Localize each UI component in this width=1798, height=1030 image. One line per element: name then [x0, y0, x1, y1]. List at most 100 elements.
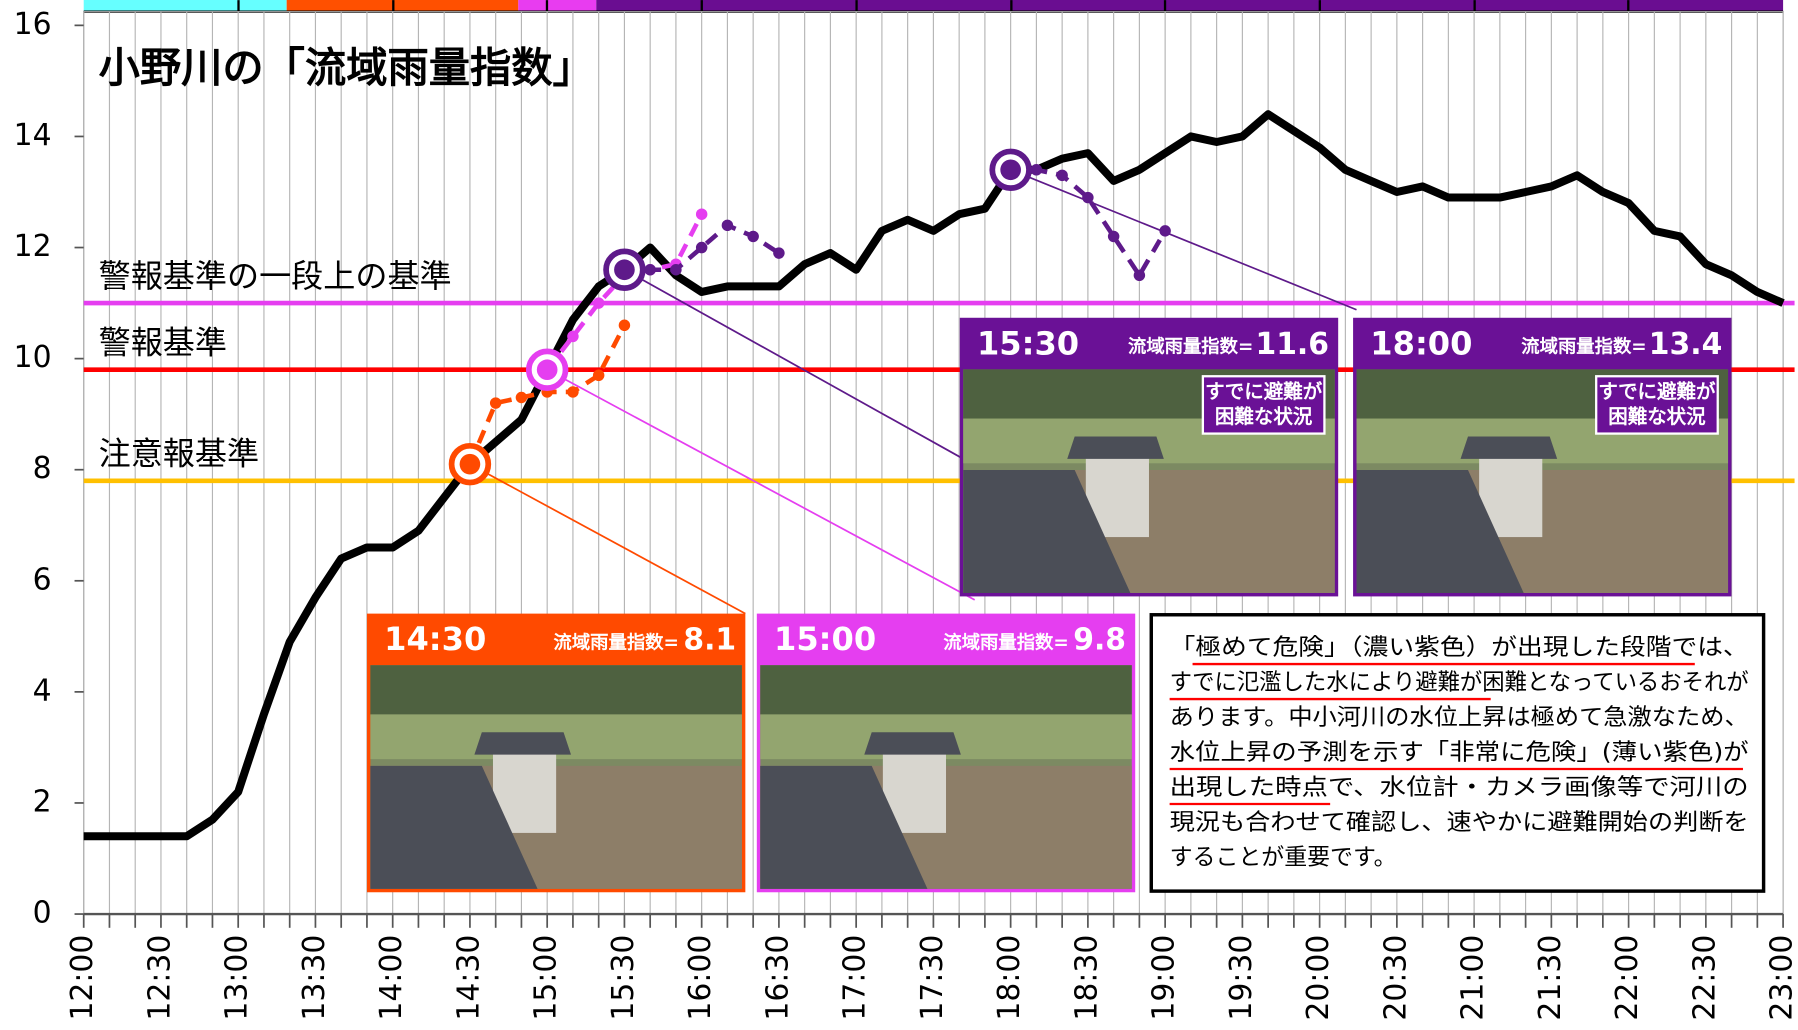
level-segment: [286, 0, 519, 12]
x-tick-label: 18:00: [992, 935, 1027, 1021]
x-tick-label: 20:30: [1378, 935, 1413, 1021]
panel-value: 9.8: [1073, 623, 1126, 658]
x-tick-label: 12:30: [142, 935, 177, 1021]
highlight-dot: [459, 453, 481, 475]
x-tick-label: 13:00: [220, 935, 255, 1021]
panel-label: 流域雨量指数=: [943, 631, 1068, 653]
badge: [1201, 375, 1326, 435]
forecast-point: [567, 330, 579, 343]
note-line: 水位上昇の予測を示す「非常に危険」(薄い紫色)が: [1170, 739, 1749, 765]
note-line: 現況も合わせて確認し、速やかに避難開始の判断を: [1170, 809, 1749, 835]
x-tick-label: 17:00: [838, 935, 873, 1021]
x-tick-label: 15:30: [606, 935, 641, 1021]
panel-time: 15:00: [774, 620, 876, 658]
photo-roof: [474, 732, 572, 755]
forecast-point: [670, 264, 682, 276]
x-tick-label: 14:00: [374, 935, 409, 1021]
badge-text: 困難な状況: [1608, 405, 1706, 428]
note-line: すでに氾濫した水により避難が困難となっているおそれが: [1170, 669, 1749, 695]
y-tick-label: 16: [14, 7, 52, 42]
x-tick-label: 18:30: [1069, 935, 1104, 1021]
badge-text: すでに避難が: [1598, 380, 1716, 403]
threshold-label: 警報基準の一段上の基準: [99, 257, 452, 295]
panel-time: 15:30: [977, 324, 1079, 362]
y-tick-label: 6: [33, 562, 52, 597]
panel-time: 14:30: [384, 620, 486, 658]
photo-roof: [1460, 436, 1558, 459]
badge: [1595, 375, 1719, 435]
forecast-point: [515, 391, 528, 404]
photo-hills: [370, 665, 742, 715]
y-tick-label: 10: [14, 340, 52, 375]
y-tick-label: 8: [33, 451, 52, 486]
photo-hills: [760, 665, 1132, 715]
note-line: 「極めて危険」（濃い紫色）が出現した段階では、: [1170, 635, 1749, 661]
note-line: することが重要です。: [1170, 844, 1397, 870]
connector: [469, 463, 746, 615]
forecast-point: [567, 386, 579, 398]
level-segment: [596, 0, 1784, 12]
y-tick-label: 2: [33, 784, 52, 819]
x-tick-label: 21:00: [1456, 935, 1491, 1021]
x-tick-label: 12:00: [65, 935, 100, 1021]
x-tick-label: 16:30: [760, 935, 795, 1021]
forecast-point: [747, 230, 759, 243]
forecast-point: [1056, 169, 1068, 182]
note-line: 出現した時点で、水位計・カメラ画像等で河川の: [1170, 774, 1749, 800]
panel-label: 流域雨量指数=: [554, 631, 679, 653]
highlight-dot: [1000, 159, 1021, 181]
photo-roof: [760, 765, 928, 889]
badge-text: 困難な状況: [1215, 405, 1313, 428]
level-segment: [83, 0, 287, 12]
note-line: あります。中小河川の水位上昇は極めて急激なため、: [1170, 704, 1749, 730]
x-tick-label: 14:30: [451, 935, 486, 1021]
x-tick-label: 22:30: [1687, 935, 1722, 1021]
connector: [546, 368, 976, 601]
panel-value: 13.4: [1649, 327, 1723, 362]
forecast-point: [1133, 269, 1146, 282]
panel-value: 11.6: [1255, 327, 1329, 362]
highlight-dot: [614, 259, 635, 281]
x-tick-label: 13:30: [297, 935, 332, 1021]
forecast-point: [618, 319, 631, 332]
level-bar: [83, 0, 1784, 13]
chart-title: 小野川の「流域雨量指数」: [99, 44, 594, 92]
forecast-point: [592, 297, 605, 309]
forecast-point: [644, 264, 656, 276]
photo-roof: [963, 469, 1131, 593]
connector: [624, 269, 964, 460]
threshold-label: 注意報基準: [99, 435, 259, 473]
panel-label: 流域雨量指数=: [1128, 336, 1253, 358]
y-tick-label: 4: [33, 673, 52, 708]
forecast-point: [1107, 230, 1120, 243]
x-tick-label: 20:00: [1301, 935, 1336, 1021]
forecast-point: [695, 208, 708, 220]
photo-roof: [370, 765, 538, 889]
note-box: [1149, 613, 1766, 893]
x-tick-label: 21:30: [1533, 935, 1568, 1021]
level-segment: [518, 0, 597, 12]
x-tick-label: 19:00: [1147, 935, 1182, 1021]
level-divider: [83, 0, 1784, 13]
photo-roof: [1356, 469, 1524, 593]
x-tick-label: 23:00: [1765, 935, 1798, 1021]
highlight-dot: [536, 359, 558, 381]
y-tick-label: 14: [14, 118, 52, 153]
forecast-point: [695, 241, 708, 254]
forecast-point: [592, 369, 605, 382]
forecast-point: [1030, 164, 1043, 176]
x-tick-label: 15:00: [529, 935, 564, 1021]
x-tick-label: 19:30: [1224, 935, 1259, 1021]
y-tick-label: 12: [14, 229, 52, 264]
panel-value: 8.1: [683, 623, 736, 658]
x-tick-label: 22:00: [1610, 935, 1645, 1021]
forecast-point: [721, 219, 734, 232]
data-line: [83, 110, 1785, 841]
connector: [1010, 168, 1357, 311]
y-tick-label: 0: [33, 896, 52, 931]
